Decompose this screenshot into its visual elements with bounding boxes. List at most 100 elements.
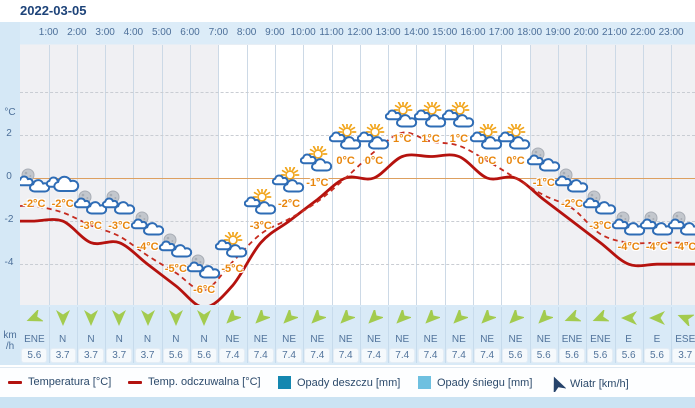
cloud-icon	[73, 197, 91, 208]
vertical-gridline	[614, 45, 616, 306]
wind-row: ENE 5.6 N 3.7 N 3.7 N 3.7 N 3.7 N 5.6 N 5.6 NE 7.4 NE 7.4…	[20, 305, 695, 365]
time-label: 1:00	[38, 27, 59, 38]
cloud-icon	[583, 197, 600, 208]
sun-icon	[337, 122, 357, 137]
wind-arrow	[139, 310, 157, 326]
legend-wind-arrow	[548, 376, 567, 395]
wind-speed-badge: 3.7	[106, 348, 133, 363]
wind-arrow-icon	[620, 311, 637, 325]
vertical-gridline	[48, 45, 50, 306]
vertical-gridline	[246, 45, 248, 306]
wind-speed-badge: 5.6	[559, 348, 586, 363]
legend-item-feels-like: Temp. odczuwalna [°C]	[128, 376, 261, 388]
wind-direction-label: N	[143, 334, 152, 345]
vertical-gridline	[133, 45, 135, 306]
cloud-icon	[339, 136, 361, 150]
legend: Temperatura [°C] Temp. odczuwalna [°C] Opa…	[0, 367, 695, 398]
wind-direction-label: NE	[536, 334, 551, 345]
wind-direction-label: NE	[225, 334, 240, 345]
wind-column-separator	[444, 307, 446, 363]
wind-direction-label: NE	[395, 334, 410, 345]
cloud-icon	[526, 154, 544, 165]
cloud-icon	[300, 153, 317, 164]
wind-speed-badge: 7.4	[360, 348, 387, 363]
cloud-icon	[356, 131, 374, 143]
time-label: 9:00	[265, 27, 285, 38]
wind-direction-label: NE	[282, 334, 296, 345]
weather-icon	[328, 122, 363, 151]
wind-arrow	[591, 308, 611, 326]
wind-direction-label: N	[87, 334, 95, 345]
cloud-icon	[481, 136, 503, 150]
cloud-icon	[385, 109, 402, 121]
wind-arrow-icon	[197, 310, 212, 326]
legend-item-rain: Opady deszczu [mm]	[278, 376, 400, 389]
cloud-icon	[469, 131, 487, 143]
wind-speed-badge: 7.4	[247, 348, 274, 363]
vertical-gridline	[388, 45, 390, 306]
wind-direction-label: N	[59, 334, 67, 345]
time-label: 8:00	[236, 27, 257, 38]
vertical-gridline	[105, 45, 107, 306]
wind-arrow-icon	[677, 314, 695, 328]
wind-column-separator	[274, 307, 276, 363]
temp-point-label: -1°C	[306, 176, 329, 189]
wind-column-separator	[48, 307, 50, 363]
wind-column-separator	[529, 307, 531, 363]
wind-arrow	[195, 310, 213, 326]
wind-direction-label: NE	[253, 334, 268, 345]
wind-speed-badge: 7.4	[276, 348, 303, 363]
wind-arrow-icon	[226, 307, 244, 324]
cloud-icon	[254, 200, 276, 215]
temp-point-label: -4°C	[674, 241, 695, 254]
cloud-icon	[311, 157, 333, 172]
cloud-icon	[102, 197, 119, 208]
temp-point-label: 1°C	[449, 133, 469, 146]
cloud-icon	[130, 218, 148, 230]
wind-speed-badge: 5.6	[191, 348, 218, 363]
wind-arrow-icon	[553, 376, 567, 395]
wind-arrow	[25, 308, 45, 326]
cloud-icon	[509, 136, 531, 150]
wind-arrow	[676, 310, 695, 328]
wind-speed-badge: 5.6	[587, 348, 614, 363]
cloud-icon	[623, 222, 645, 236]
wind-column-separator	[218, 307, 220, 363]
wind-arrow	[82, 310, 100, 326]
wind-arrow	[337, 307, 357, 326]
wind-arrow	[393, 307, 413, 326]
temp-point-label: 1°C	[393, 133, 412, 146]
wind-arrow-icon	[140, 310, 155, 326]
wind-column-separator	[190, 307, 191, 363]
wind-column-separator	[586, 307, 588, 363]
wind-speed-badge: 7.4	[219, 348, 246, 363]
cloud-icon	[452, 114, 475, 128]
weather-icon	[186, 253, 221, 280]
daylight-region	[218, 45, 530, 306]
time-label: 21:00	[601, 27, 628, 38]
cloud-icon	[142, 222, 164, 236]
legend-square-swatch	[418, 376, 431, 389]
temp-point-label: -4°C	[617, 241, 640, 254]
wind-column-separator	[388, 307, 390, 363]
vertical-gridline	[557, 45, 559, 306]
cloud-icon	[367, 136, 390, 150]
weather-icon	[243, 187, 278, 216]
wind-column-separator	[501, 307, 503, 363]
wind-arrow-icon	[538, 307, 555, 324]
wind-arrow	[506, 307, 527, 326]
weather-icon	[300, 144, 334, 173]
time-label: 6:00	[180, 27, 200, 38]
temp-point-label: -4°C	[645, 241, 668, 254]
time-label: 14:00	[403, 27, 429, 38]
temp-point-label: 0°C	[506, 155, 525, 167]
wind-column-separator	[105, 307, 107, 363]
wind-column-separator	[557, 307, 559, 363]
cloud-icon	[595, 200, 617, 215]
bottom-strip	[0, 397, 695, 408]
temp-point-label: 1°C	[421, 133, 440, 146]
wind-direction-label: NE	[338, 334, 353, 345]
weather-icon	[554, 167, 589, 194]
sun-icon	[422, 100, 441, 116]
wind-column-separator	[473, 307, 474, 363]
